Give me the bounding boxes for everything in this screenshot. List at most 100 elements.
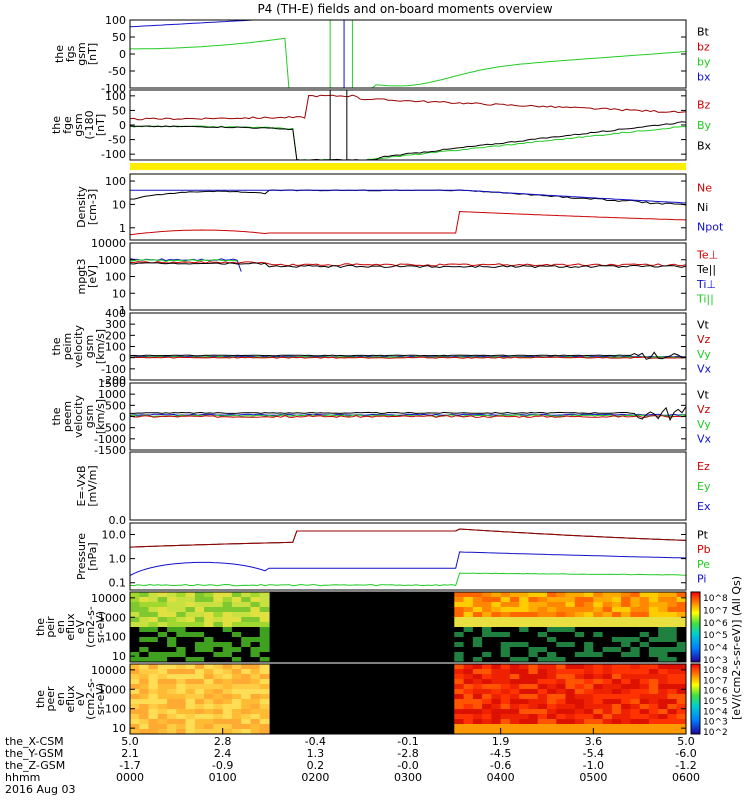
panel-density: 100 10 1 Density[cm-3] Ne Ni Npot — [75, 173, 724, 241]
ytick-label: 10 — [112, 287, 126, 300]
xaxis-row-label: the_X-CSM — [5, 735, 64, 748]
colorbar-tick: 10^7 — [703, 606, 728, 616]
plot-area-peim — [130, 351, 686, 360]
ylabel-line: (cm2-s- — [84, 678, 97, 720]
legend-peim-2: Vy — [697, 348, 711, 361]
plot-area-pressure — [130, 528, 686, 587]
legend-temp-2: Ti⊥ — [696, 278, 716, 291]
ylabel-line: [nT] — [94, 114, 107, 136]
colorbar-tick: 10^4 — [703, 707, 728, 717]
colorbar-tick: 10^5 — [703, 697, 728, 707]
xaxis-value-y: -4.5 — [490, 747, 511, 760]
xaxis-value-t: 0600 — [672, 771, 700, 784]
legend-peem-1: Vz — [697, 403, 711, 416]
ylabel-line: velocity — [72, 395, 85, 438]
ytick-label: 100 — [105, 703, 126, 716]
xaxis-value-x: -0.1 — [397, 735, 418, 748]
legend-temp-0: Te⊥ — [696, 248, 718, 261]
ytick-label: 100 — [105, 175, 126, 188]
ylabel-line: peem — [61, 401, 74, 432]
ytick-label: 100 — [105, 631, 126, 644]
xaxis-value-z: -0.0 — [397, 759, 418, 772]
plot-area-peir — [130, 592, 686, 662]
ylabel-line: (cm2-s- — [84, 606, 97, 648]
legend-peem-3: Vx — [697, 433, 712, 446]
panel-pressure: 10.0 1.0 0.1 Pressure[nPa] Pt Pb Pe Pi — [75, 522, 711, 591]
frame-peir — [129, 591, 687, 663]
ylabel-line: gsm — [75, 42, 88, 65]
ytick-label: 1 — [119, 304, 126, 317]
panel-peer: 10000 1000 100 10 thepeerenefluxeV(cm2-s-sr-… — [34, 663, 687, 735]
colorbar-tick: 10^5 — [703, 631, 728, 641]
ylabel-line: fge — [61, 116, 74, 134]
legend-fgs-2: by — [697, 56, 711, 69]
colorbar-tick: 10^4 — [703, 644, 728, 654]
xaxis-value-y: 2.4 — [214, 747, 232, 760]
ylabel-line: gsm — [83, 335, 96, 358]
ytick-label: 10 — [112, 198, 126, 211]
colorbar-peer — [690, 663, 701, 735]
ytick-label: 400 — [105, 307, 126, 320]
legend-fge-2: Bx — [697, 140, 712, 153]
legend-efield-1: Ey — [697, 480, 711, 493]
ylabel-line: sr-eV) — [94, 611, 107, 643]
xaxis-value-z: -1.0 — [583, 759, 604, 772]
ytick-label: 1500 — [98, 377, 126, 390]
ylabel-line: [cm-3] — [86, 189, 99, 225]
ytick-label: 10 — [112, 722, 126, 735]
ytick-label: 500 — [105, 399, 126, 412]
legend-fgs-3: bx — [697, 71, 711, 84]
ytick-label: 10000 — [91, 664, 126, 677]
xaxis-value-z: -0.9 — [212, 759, 233, 772]
colorbar-unit: [eV/(cm2-s-sr-eV)] (All Qs) — [730, 576, 743, 720]
legend-density-0: Ne — [697, 182, 712, 195]
ylabel-line: eV — [74, 691, 87, 706]
xaxis-value-t: 0100 — [209, 771, 237, 784]
panel-efield: 0.0 E=-VxB[mV/m] Ez Ey Ex — [75, 451, 711, 527]
xaxis-value-z: -1.7 — [119, 759, 140, 772]
ylabel-line: [eV] — [86, 265, 99, 288]
colorbar-tick: 10^8 — [703, 594, 728, 604]
xaxis-value-t: 0500 — [579, 771, 607, 784]
legend-pressure-1: Pb — [697, 543, 711, 556]
ylabel-line: eflux — [64, 613, 77, 641]
ytick-label: -1500 — [94, 444, 126, 457]
colorbar: 10^810^710^610^510^410^310^810^710^610^5… — [690, 576, 743, 738]
xaxis-value-x: 2.8 — [214, 735, 232, 748]
frame-fgs — [129, 19, 687, 89]
ytick-label: 10000 — [91, 592, 126, 605]
ytick-label: 0 — [119, 411, 126, 424]
ylabel-line: en — [54, 692, 67, 706]
ylabel-line: peir — [44, 616, 57, 638]
ytick-label: -100 — [101, 148, 126, 161]
ytick-label: 1.0 — [109, 553, 127, 566]
legend-density-2: Npot — [697, 220, 724, 233]
ylabel-line: the — [50, 116, 63, 134]
xaxis-value-x: -0.4 — [305, 735, 326, 748]
ylabel-line: the — [34, 618, 47, 636]
legend-fgs-0: Bt — [697, 26, 710, 39]
xaxis-value-z: -1.2 — [675, 759, 696, 772]
xaxis-row-label: 2016 Aug 03 — [5, 783, 75, 796]
ytick-label: 300 — [105, 318, 126, 331]
ytick-label: -100 — [101, 363, 126, 376]
ylabel-line: [km/s] — [94, 329, 107, 364]
legend-pressure-3: Pi — [697, 573, 706, 586]
panel-temp: 10000 1000 100 10 1 mpgt3[eV] Te⊥ Te|| Ti⊥ Ti|| — [75, 237, 718, 317]
xaxis-value-y: -5.4 — [583, 747, 604, 760]
frame-temp — [129, 242, 687, 311]
ytick-label: -1000 — [94, 433, 126, 446]
ytick-label: 1000 — [98, 388, 126, 401]
ytick-label: 10000 — [91, 237, 126, 250]
legend-fgs-1: bz — [697, 41, 710, 54]
plot-area-peer — [130, 664, 686, 734]
ylabel-line: the — [34, 690, 47, 708]
frame-efield — [129, 451, 687, 521]
ytick-label: -50 — [108, 65, 126, 78]
xaxis-row-label: hhmm — [5, 771, 40, 784]
ylabel-line: [nT] — [86, 43, 99, 65]
legend-pressure-2: Pe — [697, 558, 710, 571]
